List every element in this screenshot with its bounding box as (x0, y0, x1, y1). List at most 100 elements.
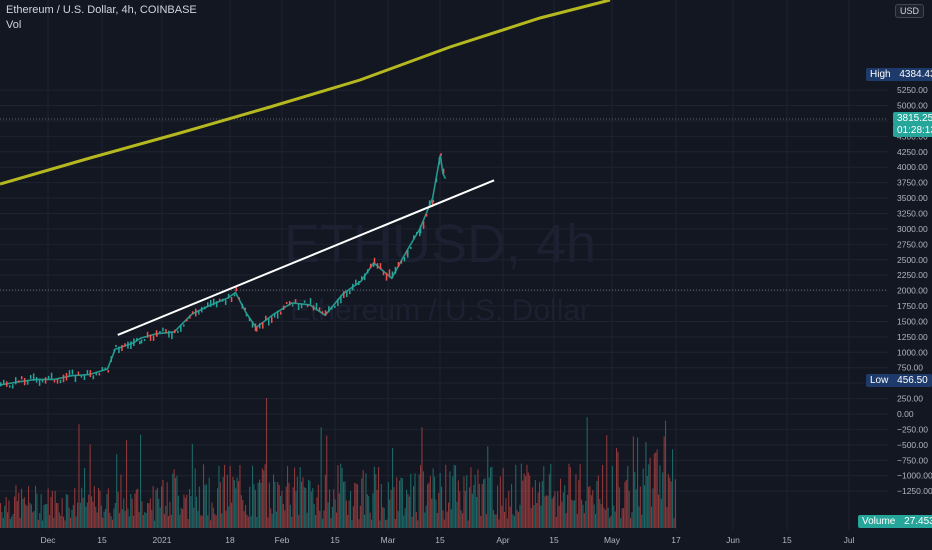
price-candle (413, 235, 415, 239)
price-candle (104, 367, 107, 371)
volume-bar (399, 480, 401, 528)
price-candle (271, 316, 273, 323)
price-candle (146, 331, 149, 338)
price-candle (372, 262, 375, 267)
volume-bar (345, 500, 347, 528)
volume-bar (145, 512, 147, 528)
price-candle (303, 300, 306, 303)
volume-bar (578, 480, 580, 528)
volume-bar (224, 464, 226, 528)
currency-badge[interactable]: USD (894, 4, 924, 18)
price-candle (363, 273, 366, 281)
volume-bar (289, 504, 291, 528)
volume-bar (565, 513, 567, 528)
price-candle (143, 338, 146, 342)
volume-bar (205, 484, 207, 528)
volume-bar (57, 503, 59, 528)
volume-bar (112, 519, 114, 528)
price-candle (265, 315, 267, 320)
volume-bar (100, 505, 102, 528)
volume-bar (166, 482, 168, 528)
volume-bar (50, 496, 52, 528)
price-candle (74, 374, 77, 383)
price-candle (435, 178, 438, 183)
volume-bar (126, 440, 128, 528)
price-candle (385, 272, 388, 281)
volume-bar (113, 508, 115, 528)
volume-bar (119, 513, 121, 528)
price-axis-label: 5000.00 (897, 101, 928, 111)
volume-bar (312, 488, 314, 528)
volume-bar (571, 499, 573, 528)
price-axis-label: 0.00 (897, 409, 914, 419)
volume-bar (641, 514, 643, 528)
volume-bar (358, 519, 360, 528)
price-candle (382, 271, 385, 276)
volume-bar (476, 497, 478, 528)
price-axis-label: 250.00 (897, 394, 923, 404)
time-axis-label: 18 (225, 535, 235, 545)
time-axis-label: Jun (726, 535, 740, 545)
volume-bar (506, 518, 508, 528)
price-candle (121, 344, 123, 352)
volume-bar (589, 486, 591, 528)
time-axis-label: 15 (782, 535, 792, 545)
volume-bar (187, 519, 189, 528)
volume-bar (120, 474, 122, 528)
volume-bar (49, 515, 51, 528)
volume-bar (561, 501, 563, 528)
volume-bar (40, 494, 42, 528)
price-candle (312, 305, 315, 311)
price-candle (294, 299, 297, 303)
price-candle (189, 315, 191, 319)
volume-bar (420, 465, 422, 528)
volume-bar (491, 466, 493, 528)
volume-bar (313, 503, 315, 528)
price-candle (352, 283, 354, 291)
volume-bar (599, 498, 601, 528)
volume-bar (645, 441, 647, 528)
volume-bar (469, 487, 471, 528)
volume-bar (610, 515, 612, 528)
price-candle (110, 356, 113, 362)
volume-bar (519, 504, 521, 528)
volume-bar (306, 512, 308, 528)
volume-bar (51, 490, 53, 528)
volume-bar (215, 515, 217, 528)
volume-bar (61, 498, 63, 528)
volume-bar (343, 481, 345, 528)
volume-bar (543, 466, 545, 528)
price-candle (115, 344, 117, 348)
price-candle (207, 302, 209, 307)
price-candle (244, 307, 247, 310)
price-candle (379, 263, 382, 270)
volume-bar (273, 474, 275, 528)
price-candle (201, 306, 203, 313)
volume-bar (253, 484, 255, 528)
volume-indicator-label[interactable]: Vol (6, 19, 22, 31)
price-candle (397, 262, 400, 268)
price-candle (321, 311, 324, 314)
volume-bar (463, 476, 465, 528)
volume-bar (243, 511, 245, 528)
volume-bar (33, 511, 35, 528)
volume-bar (140, 434, 142, 528)
volume-bar (659, 465, 661, 528)
volume-bar (63, 516, 65, 528)
volume-bar (105, 508, 107, 528)
volume-bar (88, 494, 90, 528)
volume-bar (22, 499, 24, 528)
volume-bar (282, 503, 284, 528)
volume-bar (504, 511, 506, 528)
volume-bar (134, 493, 136, 528)
price-candle (428, 200, 431, 208)
price-candle (282, 305, 285, 310)
volume-bar (457, 480, 459, 528)
volume-bar (644, 485, 646, 528)
volume-bar (25, 504, 27, 528)
volume-bar (397, 510, 399, 528)
price-axis-label: 2000.00 (897, 286, 928, 296)
price-candle (391, 271, 394, 279)
price-axis-label: 2750.00 (897, 239, 928, 249)
